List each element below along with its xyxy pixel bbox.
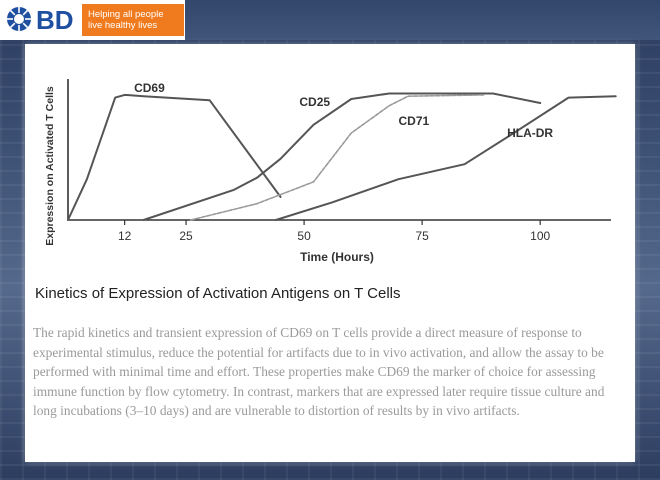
content-panel: 12 25 50 75 100 CD69 CD25 CD71 HLA-DR Expression… [25,44,635,462]
y-axis-label: Expression on Activated T Cells [44,86,56,246]
series-label-cd25: CD25 [299,95,330,109]
series-line-hla-dr [274,95,617,221]
series-label-hla-dr: HLA-DR [507,126,553,140]
series-line-cd25 [142,92,542,221]
series-label-cd69: CD69 [134,81,165,95]
series-line-cd71 [190,94,485,221]
logo-text: BD [36,5,74,35]
bd-sunburst-icon [7,7,31,31]
tagline-line-2: live healthy lives [88,20,158,31]
x-tick-label-50: 50 [297,229,311,243]
tagline: Helping all people live healthy lives [82,4,184,36]
x-tick-label-75: 75 [415,229,429,243]
series-label-cd71: CD71 [399,114,430,128]
tagline-line-1: Helping all people [88,9,164,20]
series-line-cd69 [67,93,282,221]
caption-text: The rapid kinetics and transient express… [33,325,605,418]
x-tick-label-100: 100 [530,229,550,243]
chart-title: Kinetics of Expression of Activation Ant… [35,285,401,302]
x-tick-label-12: 12 [118,229,132,243]
x-axis-label: Time (Hours) [300,250,374,264]
x-tick-label-25: 25 [179,229,193,243]
kinetics-chart: 12 25 50 75 100 CD69 CD25 CD71 HLA-DR Expression… [44,79,617,264]
brand-logo: BD Helping all people live healthy lives [0,0,185,40]
